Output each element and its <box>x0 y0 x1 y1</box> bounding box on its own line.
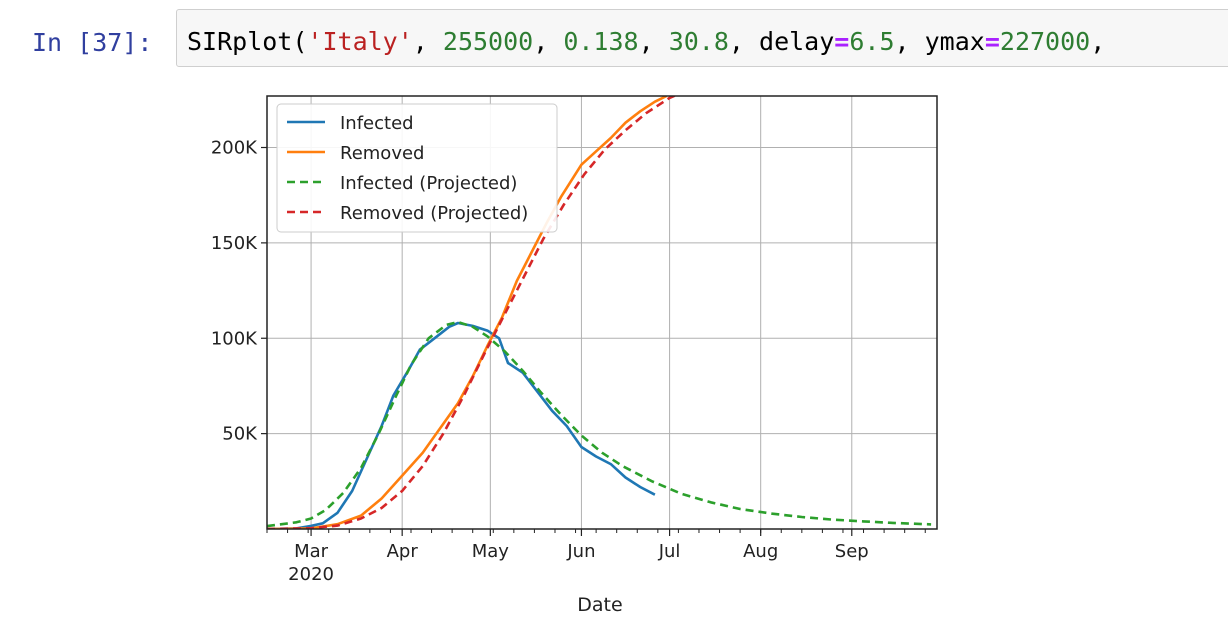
code-token: , <box>638 27 669 56</box>
cell-prompt: In [37]: <box>32 28 153 57</box>
code-line: SIRplot('Italy', 255000, 0.138, 30.8, de… <box>187 27 1105 56</box>
code-token: , <box>533 27 564 56</box>
series-lines <box>267 96 932 529</box>
y-tick-label: 50K <box>222 424 258 445</box>
legend-label: Infected (Projected) <box>340 173 517 194</box>
code-token: 0.138 <box>563 27 639 56</box>
plot-border <box>266 95 938 530</box>
x-tick-label: Sep <box>835 541 869 562</box>
x-tick-label: Mar <box>294 541 329 562</box>
x-tick-label: Apr <box>387 541 419 562</box>
code-token: , <box>412 27 443 56</box>
code-token: 'Italy' <box>307 27 413 56</box>
code-token: = <box>834 27 850 56</box>
code-token: 227000 <box>999 27 1091 56</box>
legend-label: Infected <box>340 113 414 134</box>
code-token: = <box>984 27 1000 56</box>
code-token: delay <box>759 27 835 56</box>
chart-legend: Infected Removed Infected (Projected) Remov… <box>276 103 558 233</box>
code-token: SIRplot <box>187 27 293 56</box>
y-tick-label: 100K <box>211 328 258 349</box>
y-tick-label: 200K <box>211 138 258 159</box>
code-cell-input[interactable]: SIRplot('Italy', 255000, 0.138, 30.8, de… <box>176 9 1228 67</box>
x-tick-sublabel: 2020 <box>288 564 334 585</box>
x-tick-label: Jun <box>566 541 595 562</box>
code-token: , <box>1090 27 1106 56</box>
x-tick-label: Aug <box>743 541 778 562</box>
x-tick-label: Jul <box>658 541 681 562</box>
code-token: 255000 <box>442 27 534 56</box>
code-token: ymax <box>924 27 985 56</box>
series-line-infected-projected <box>267 320 932 528</box>
legend-box <box>276 103 558 233</box>
code-token: ( <box>292 27 308 56</box>
x-axis-title: Date <box>577 594 622 616</box>
x-tick-label: May <box>472 541 510 562</box>
legend-label: Removed (Projected) <box>340 203 528 224</box>
code-token: , <box>728 27 760 56</box>
code-token: 6.5 <box>849 27 895 56</box>
legend-label: Removed <box>340 143 424 164</box>
code-token: , <box>894 27 925 56</box>
series-line-removed-projected <box>267 96 678 529</box>
series-line-removed <box>267 96 668 529</box>
y-tick-label: 150K <box>211 233 258 254</box>
code-token: 30.8 <box>668 27 729 56</box>
